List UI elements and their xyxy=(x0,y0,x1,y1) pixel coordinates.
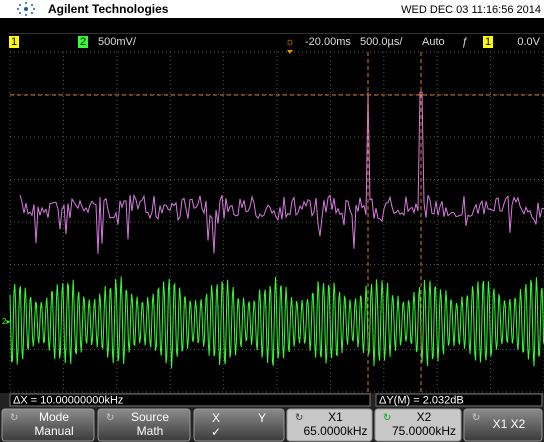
ch2-ground-marker: 2▸ xyxy=(2,317,10,326)
ch2-trace xyxy=(9,276,544,369)
header-bar xyxy=(0,0,544,18)
datetime: WED DEC 03 11:16:56 2014 xyxy=(401,4,541,16)
ch2-box xyxy=(78,36,88,48)
rotate-icon: ↻ xyxy=(472,413,480,424)
softkey-value: Manual xyxy=(34,424,73,438)
trigger-delay: -20.00ms xyxy=(305,36,351,48)
softkey-label: X1 xyxy=(328,410,343,424)
delta-y: ΔY(M) = 2.032dB xyxy=(379,394,464,406)
trigger-icon: ☼ xyxy=(285,36,295,48)
softkey[interactable] xyxy=(193,408,285,442)
graticule xyxy=(9,51,544,393)
brand: Agilent Technologies xyxy=(48,2,169,16)
softkey-label: Source xyxy=(131,410,169,424)
rotate-icon: ↻ xyxy=(10,413,18,424)
softkey[interactable] xyxy=(463,408,543,442)
softkey[interactable] xyxy=(97,408,191,442)
math-fft-trace xyxy=(19,91,544,254)
rotate-icon: ↻ xyxy=(383,413,391,424)
trigger-channel: 1 xyxy=(485,36,491,48)
softkey[interactable] xyxy=(1,408,95,442)
rotate-icon: ↻ xyxy=(295,413,303,424)
softkey-label: Mode xyxy=(39,410,69,424)
softkey[interactable] xyxy=(374,408,462,442)
softkey-label: X xyxy=(212,411,220,425)
softkey-value: Math xyxy=(137,424,164,438)
rotate-icon: ↻ xyxy=(106,413,114,424)
status-bar xyxy=(0,18,544,40)
trigger-level: 0.0V xyxy=(517,36,540,48)
ch1-label: 1 xyxy=(11,36,17,48)
logo xyxy=(17,2,35,16)
softkey-value: 65.0000kHz xyxy=(303,424,367,438)
delta-x: ΔX = 10.00000000kHz xyxy=(13,394,123,406)
traces: 2▸ xyxy=(2,91,544,369)
check-icon: ✓ xyxy=(211,425,221,439)
softkey-value: Y xyxy=(258,411,266,425)
slope-icon: ƒ xyxy=(462,36,468,48)
softkey[interactable] xyxy=(286,408,373,442)
softkey-value: 75.0000kHz xyxy=(392,424,456,438)
softkey-label: X1 X2 xyxy=(493,417,526,431)
timebase: 500.0µs/ xyxy=(360,36,403,48)
ch2-label: 2 xyxy=(80,36,86,48)
trigger-mode: Auto xyxy=(422,36,445,48)
ch2-scale: 500mV/ xyxy=(98,36,137,48)
ch1-box xyxy=(9,36,19,48)
softkey-label: X2 xyxy=(417,410,432,424)
